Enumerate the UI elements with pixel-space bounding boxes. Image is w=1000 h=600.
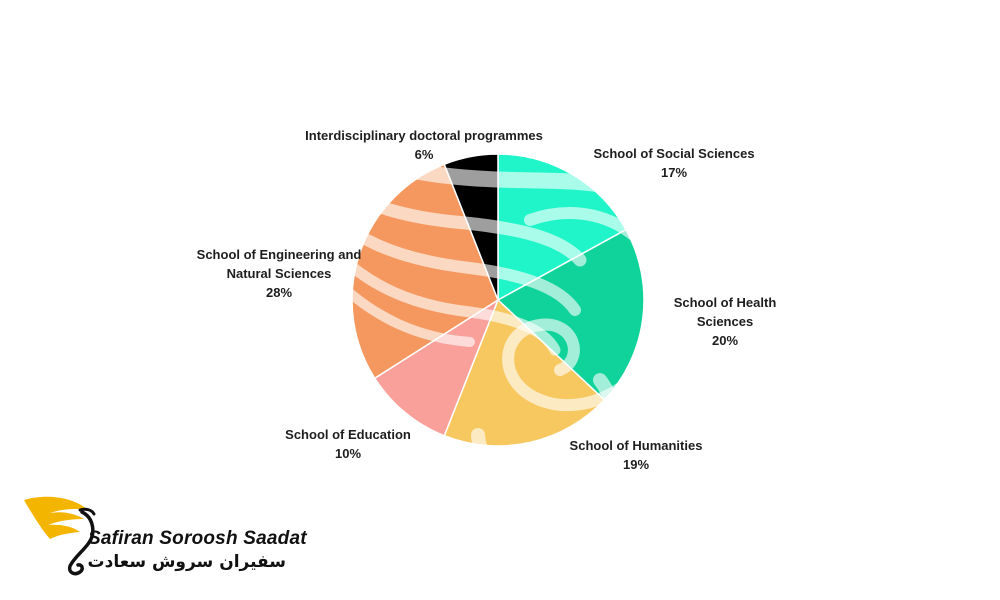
slice-label-humanities: School of Humanities 19% (556, 436, 716, 474)
slice-percent: 10% (334, 446, 362, 461)
brand-logo: Safiran Soroosh Saadat سفیران سروش سعادت (22, 492, 312, 582)
slice-name: School of Education (285, 427, 411, 442)
brand-name-persian: سفیران سروش سعادت (87, 552, 286, 572)
slice-name: School of Humanities (569, 438, 703, 453)
pie-slice-education (373, 298, 500, 437)
slice-name: Interdisciplinary doctoral programmes (305, 128, 543, 143)
slice-label-interdisciplinary: Interdisciplinary doctoral programmes 6% (284, 126, 564, 164)
slice-label-education: School of Education 10% (268, 425, 428, 463)
slice-name: School of Health Sciences (673, 295, 777, 329)
wing-logo-icon (24, 496, 96, 576)
slice-percent: 20% (711, 333, 739, 348)
slice-name: School of Social Sciences (593, 146, 755, 161)
slice-percent: 17% (660, 165, 688, 180)
slice-label-engineering: School of Engineering and Natural Scienc… (196, 245, 362, 302)
slice-name: School of Engineering and Natural Scienc… (196, 247, 362, 281)
slice-percent: 6% (414, 147, 434, 162)
slice-label-social-sciences: School of Social Sciences 17% (584, 144, 764, 182)
wing-watermark (257, 60, 672, 496)
slice-percent: 19% (622, 457, 650, 472)
slice-label-health-sciences: School of Health Sciences 20% (662, 293, 788, 350)
slice-percent: 28% (265, 285, 293, 300)
brand-name-english: Safiran Soroosh Saadat (88, 528, 307, 549)
